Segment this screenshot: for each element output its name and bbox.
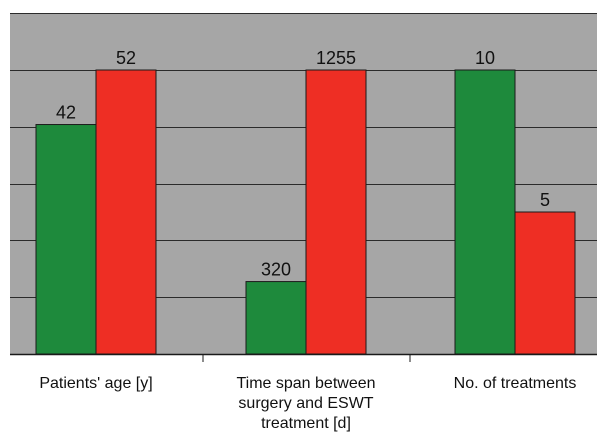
red-bar	[95, 69, 157, 355]
bar-value-label: 52	[116, 48, 136, 68]
bars	[35, 69, 576, 355]
category-label: No. of treatments	[454, 375, 577, 392]
bar-value-label: 1255	[316, 48, 356, 68]
green-bar	[454, 69, 516, 355]
data-labels: 42 52 320 1255 10 5	[56, 48, 550, 280]
bar-value-label: 42	[56, 103, 76, 123]
category-label-line: No. of treatments	[454, 375, 577, 392]
category-labels: Patients' age [y] Time span between surger…	[39, 375, 576, 432]
category-label: Patients' age [y]	[39, 375, 152, 392]
bar-value-label: 320	[261, 260, 291, 280]
bar-value-label: 10	[475, 48, 495, 68]
red-bar	[514, 211, 576, 355]
x-axis	[10, 353, 597, 362]
category-label-line: surgery and ESWT	[238, 395, 373, 412]
green-bar	[245, 281, 307, 355]
green-bar	[35, 124, 97, 355]
category-label-line: Time span between	[236, 375, 375, 392]
category-label: Time span between surgery and ESWT treatme…	[236, 375, 375, 432]
bar-value-label: 5	[540, 190, 550, 210]
category-label-line: Patients' age [y]	[39, 375, 152, 392]
red-bar	[305, 69, 367, 355]
category-label-line: treatment [d]	[261, 415, 351, 432]
